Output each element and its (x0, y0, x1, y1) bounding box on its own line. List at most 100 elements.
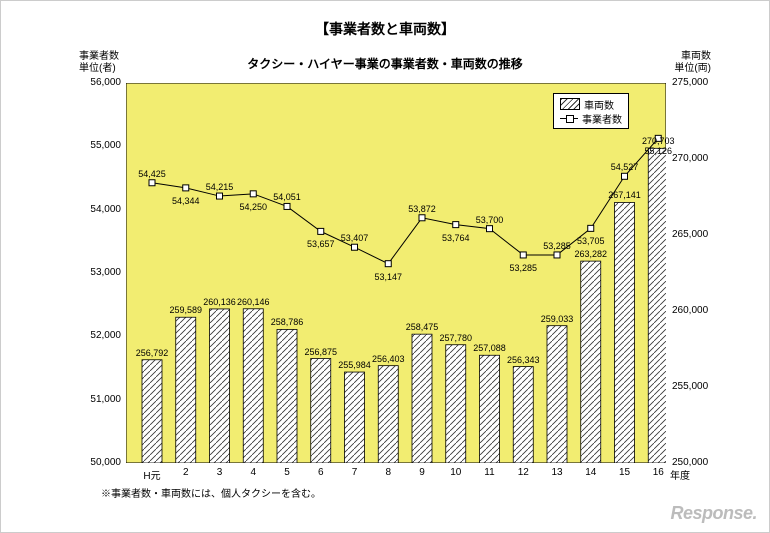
y-tick-left: 53,000 (81, 267, 121, 278)
y-tick-left: 52,000 (81, 330, 121, 341)
x-tick: 7 (352, 467, 358, 478)
bar-label: 263,282 (574, 249, 607, 259)
bar-label: 256,343 (507, 355, 540, 365)
line-label: 53,700 (476, 215, 504, 225)
x-tick: 14 (585, 467, 596, 478)
y-tick-left: 55,000 (81, 140, 121, 151)
marker (183, 185, 189, 191)
line-label: 54,344 (172, 196, 200, 206)
x-tick: 16 (653, 467, 664, 478)
bar-label: 259,589 (169, 305, 202, 315)
y-tick-left: 54,000 (81, 204, 121, 215)
bar (243, 309, 263, 463)
footnote: ※事業者数・車両数には、個人タクシーを含む。 (101, 485, 321, 500)
bar (547, 326, 567, 463)
marker (453, 222, 459, 228)
bar-label: 259,033 (541, 314, 574, 324)
bar (446, 345, 466, 463)
chart-title-main: 【事業者数と車両数】 (1, 19, 769, 39)
line-label: 54,051 (273, 192, 301, 202)
x-tick: 11 (484, 467, 494, 478)
line-label: 55,126 (644, 146, 672, 156)
line-label: 53,872 (408, 204, 436, 214)
bar-label: 256,792 (136, 348, 169, 358)
legend-swatch-line (560, 113, 578, 123)
legend: 車両数 事業者数 (553, 93, 629, 129)
y-axis-left-title: 事業者数単位(者) (79, 51, 119, 75)
bar (513, 367, 533, 463)
bar (615, 202, 635, 463)
bar (210, 309, 230, 463)
marker (588, 225, 594, 231)
y-tick-right: 260,000 (672, 305, 717, 316)
line-label: 53,657 (307, 239, 335, 249)
marker (217, 193, 223, 199)
y-axis-right-title: 車両数単位(両) (674, 51, 711, 75)
x-tick: 2 (183, 467, 189, 478)
marker (554, 252, 560, 258)
bar-label: 260,136 (203, 297, 236, 307)
bar-label: 255,984 (338, 360, 371, 370)
bar-label: 257,088 (473, 343, 506, 353)
bar (648, 148, 666, 463)
x-tick: 12 (518, 467, 529, 478)
marker (250, 191, 256, 197)
marker (622, 173, 628, 179)
x-tick: 3 (217, 467, 223, 478)
legend-swatch-bar (560, 98, 580, 110)
bar (277, 329, 297, 463)
x-tick: 9 (419, 467, 425, 478)
bar-label: 258,475 (406, 322, 439, 332)
y-tick-left: 51,000 (81, 394, 121, 405)
bar (412, 334, 432, 463)
line-label: 54,250 (239, 202, 267, 212)
x-tick: 10 (450, 467, 461, 478)
y-tick-right: 270,000 (672, 153, 717, 164)
legend-label-vehicles: 車両数 (584, 97, 614, 112)
marker (487, 226, 493, 232)
bar (345, 372, 365, 463)
marker (520, 252, 526, 258)
marker (318, 228, 324, 234)
x-tick: H元 (143, 467, 160, 482)
bar-label: 267,141 (608, 190, 641, 200)
chart-container: { "titles": { "main": "【事業者数と車両数】", "sub… (0, 0, 770, 533)
line-label: 54,527 (611, 162, 639, 172)
y-tick-right: 255,000 (672, 381, 717, 392)
line-label: 54,425 (138, 169, 166, 179)
line-label: 53,407 (341, 233, 369, 243)
x-tick: 6 (318, 467, 324, 478)
y-tick-right: 265,000 (672, 229, 717, 240)
bar-label: 256,875 (304, 347, 337, 357)
marker (352, 244, 358, 250)
bar (480, 355, 500, 463)
marker (284, 203, 290, 209)
y-tick-left: 56,000 (81, 77, 121, 88)
bar-label: 256,403 (372, 354, 405, 364)
y-tick-left: 50,000 (81, 457, 121, 468)
marker (419, 215, 425, 221)
x-tick: 4 (250, 467, 256, 478)
bar (176, 317, 196, 463)
marker (149, 180, 155, 186)
line-label: 53,705 (577, 236, 605, 246)
x-tick: 5 (284, 467, 290, 478)
x-tick: 13 (551, 467, 562, 478)
bar-label: 257,780 (439, 333, 472, 343)
bar (581, 261, 601, 463)
watermark: Response. (670, 503, 757, 524)
line-label: 53,147 (374, 272, 402, 282)
bar-label: 260,146 (237, 297, 270, 307)
bar-label: 258,786 (271, 317, 304, 327)
x-tick: 15 (619, 467, 630, 478)
line-label: 54,215 (206, 182, 234, 192)
bar (378, 366, 398, 463)
bar (311, 359, 331, 464)
line-label: 53,764 (442, 233, 470, 243)
line-label: 53,285 (543, 241, 571, 251)
x-tick: 8 (385, 467, 391, 478)
x-axis-suffix: 年度 (670, 467, 690, 482)
y-tick-right: 275,000 (672, 77, 717, 88)
legend-label-operators: 事業者数 (582, 111, 622, 126)
legend-row-vehicles: 車両数 (560, 97, 622, 111)
